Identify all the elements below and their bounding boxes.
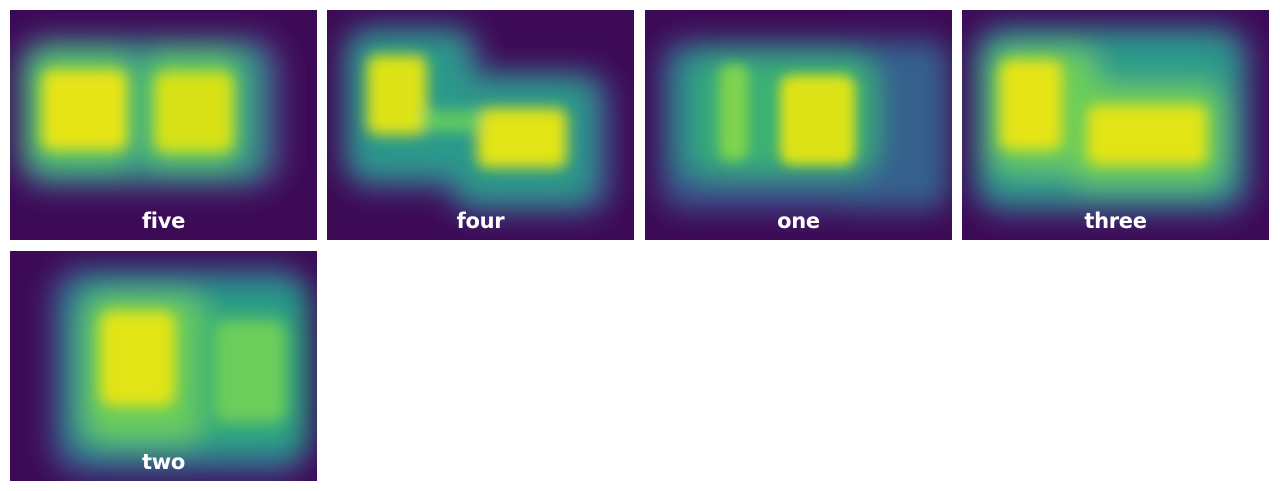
tile-label: two — [142, 450, 185, 474]
tile-label: five — [141, 209, 186, 233]
heatmap-image — [10, 10, 317, 240]
heatmap-image — [327, 10, 634, 240]
tile-label: four — [456, 209, 505, 233]
tile-label: three — [1084, 209, 1147, 233]
heatmap-image — [962, 10, 1269, 240]
heatmap-tile-three: three — [962, 10, 1269, 240]
heatmap-tile-five: five — [10, 10, 317, 240]
heatmap-tile-four: four — [327, 10, 634, 240]
heatmap-image — [645, 10, 952, 240]
heatmap-tile-two: two — [10, 251, 317, 481]
tile-label: one — [777, 209, 820, 233]
heatmap-tile-one: one — [645, 10, 952, 240]
heatmap-image — [10, 251, 317, 481]
